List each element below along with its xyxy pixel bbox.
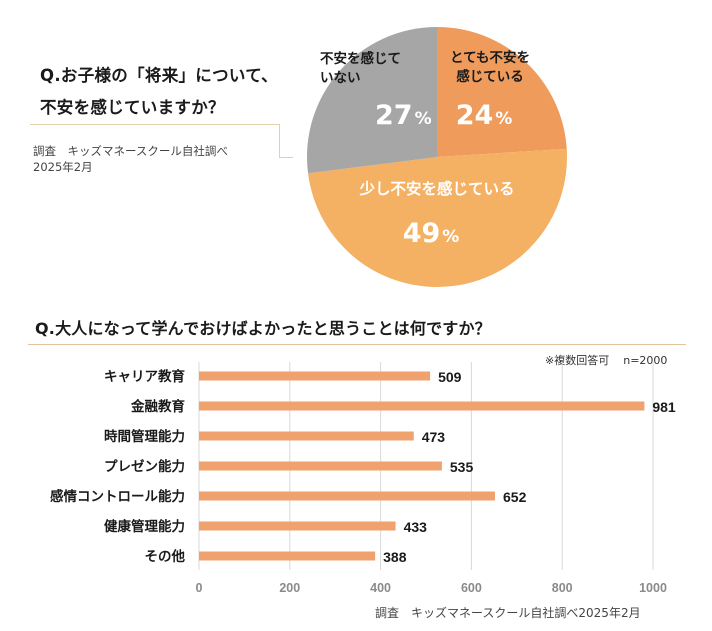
y-category-label: 金融教育 [130,398,185,415]
pie-slice-percent: 27% [375,100,432,131]
pie-source-line2: 2025年2月 [33,160,93,174]
pie-question-line1: Q.お子様の「将来」について、 [40,66,278,85]
pie-slice-percent: 49% [403,218,460,249]
sample-size: n=2000 [623,354,668,367]
x-tick-label: 800 [552,581,573,595]
x-tick-label: 200 [279,581,300,595]
multiple-answer-note: ※複数回答可 [545,354,610,367]
x-tick-label: 400 [370,581,391,595]
bar-source-note: 調査 キッズマネースクール自社調べ2025年2月 [375,606,641,620]
x-tick-label: 0 [196,581,203,595]
bar [199,431,414,441]
pie-question-line2: 不安を感じていますか？ [40,98,225,117]
bar-title-underline [28,344,686,345]
bar-value-label: 535 [450,459,474,475]
bar-value-label: 652 [503,489,527,505]
pie-source-line1: 調査 キッズマネースクール自社調べ [33,144,228,158]
y-category-label: 時間管理能力 [104,428,185,445]
bar-value-label: 433 [404,519,428,535]
bar-question-title: Q.大人になって学んでおけばよかったと思うことは何ですか？ [35,319,491,338]
y-category-label: プレゼン能力 [104,458,185,475]
response-note: ※複数回答可 n=2000 [545,352,667,368]
x-tick-label: 1000 [639,581,667,595]
pie-source-note: 調査 キッズマネースクール自社調べ 2025年2月 [33,143,228,175]
pie-slice-label: とても不安を [450,49,530,66]
y-category-label: キャリア教育 [104,368,185,385]
y-category-label: 健康管理能力 [104,518,185,535]
pie-slice-label: 少し不安を感じている [358,179,514,198]
y-category-label: その他 [145,548,186,565]
bar [199,551,376,561]
x-tick-label: 600 [461,581,482,595]
pie-slice [308,148,568,288]
bar-value-label: 981 [652,399,676,415]
bar [199,491,496,501]
bar [199,521,396,531]
pie-slice-percent: 24% [456,100,513,131]
pie-slice [437,27,567,157]
pie-slice-label: いない [320,70,361,86]
title-frame-bottom-line [279,157,293,158]
pie-slice-label: 不安を感じて [320,50,401,67]
pie-slice [307,27,437,174]
bar [199,371,431,381]
y-category-label: 感情コントロール能力 [50,488,185,505]
bar-value-label: 473 [422,429,446,445]
pie-slice-label: 感じている [456,68,524,85]
bar-value-label: 388 [383,549,407,565]
bar [199,401,645,411]
title-frame-top-line [30,124,279,125]
bar-value-label: 509 [438,369,462,385]
title-frame-side-line [279,124,280,158]
bar [199,461,442,471]
